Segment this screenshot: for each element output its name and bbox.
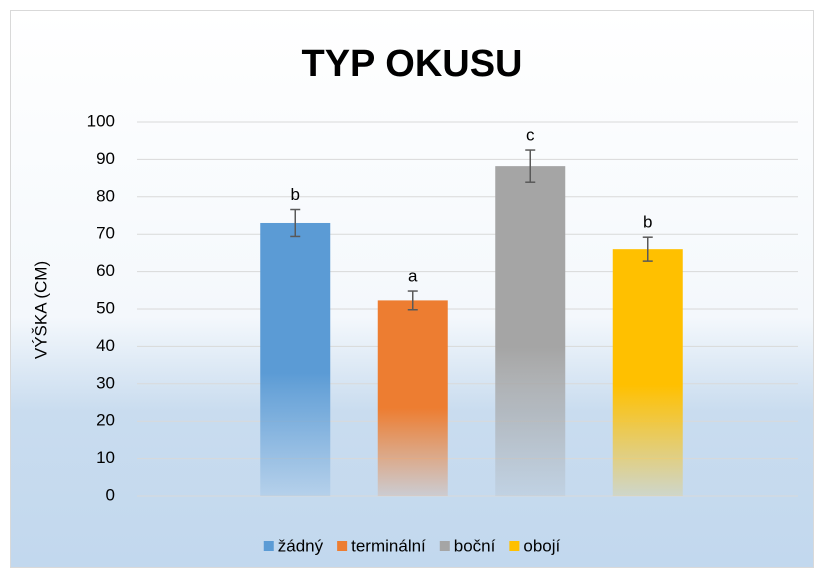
annotation: b bbox=[643, 213, 652, 232]
legend-item: obojí bbox=[509, 536, 561, 555]
annotation: a bbox=[408, 267, 418, 286]
error-bar bbox=[642, 236, 653, 262]
legend-label: obojí bbox=[523, 536, 560, 555]
y-tick-label: 10 bbox=[96, 448, 115, 467]
error-bar bbox=[290, 208, 301, 238]
annotation: b bbox=[291, 185, 300, 204]
legend-swatch bbox=[509, 541, 520, 551]
bar bbox=[377, 300, 448, 496]
y-tick-label: 0 bbox=[106, 485, 115, 504]
legend-item: terminální bbox=[337, 536, 426, 555]
y-tick-label: 100 bbox=[87, 111, 115, 130]
legend-swatch bbox=[337, 541, 348, 551]
error-bar bbox=[525, 149, 536, 183]
chart-title: TYP OKUSU bbox=[301, 43, 522, 85]
annotation: c bbox=[526, 126, 535, 145]
legend-item: žádný bbox=[263, 536, 324, 555]
legend-label: žádný bbox=[278, 536, 324, 555]
bar bbox=[495, 166, 566, 496]
y-tick-label: 30 bbox=[96, 373, 115, 392]
y-tick-label: 80 bbox=[96, 186, 115, 205]
y-tick-label: 90 bbox=[96, 149, 115, 168]
y-tick-label: 20 bbox=[96, 411, 115, 430]
y-axis-label: VÝŠKA (CM) bbox=[31, 261, 50, 359]
bar bbox=[260, 222, 331, 497]
legend-label: terminální bbox=[351, 536, 426, 555]
legend-label: boční bbox=[454, 536, 496, 555]
y-tick-label: 40 bbox=[96, 336, 115, 355]
y-tick-label: 70 bbox=[96, 224, 115, 243]
error-bar bbox=[407, 290, 418, 311]
y-tick-label: 50 bbox=[96, 298, 115, 317]
legend-item: boční bbox=[439, 536, 496, 555]
legend-swatch bbox=[439, 541, 450, 551]
legend-swatch bbox=[263, 541, 274, 551]
bar bbox=[612, 249, 683, 496]
legend: žádný terminální boční obojí bbox=[263, 536, 561, 555]
y-tick-label: 60 bbox=[96, 261, 115, 280]
